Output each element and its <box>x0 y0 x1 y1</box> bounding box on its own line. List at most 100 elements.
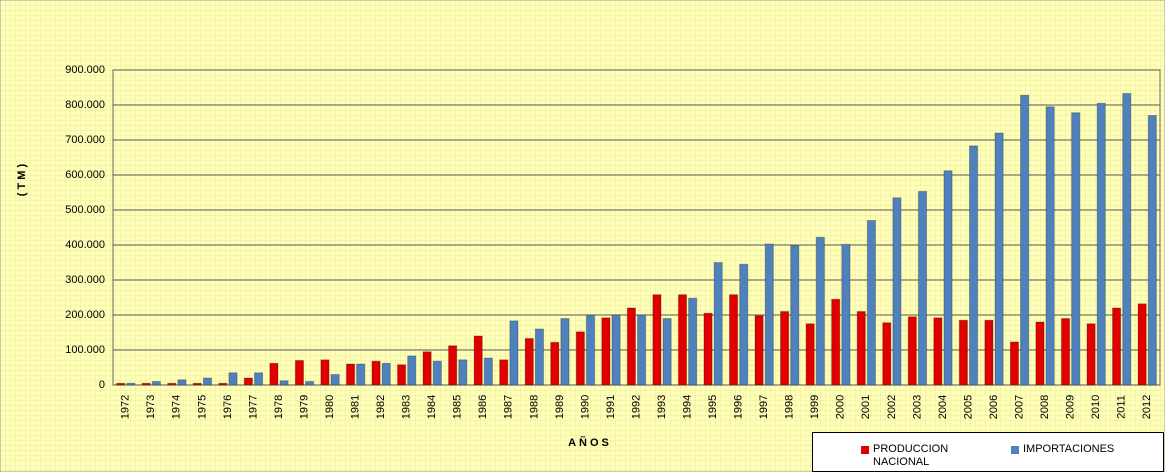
x-tick-label: 1997 <box>758 395 770 419</box>
x-tick-label: 1991 <box>605 395 617 419</box>
x-tick-label: 2001 <box>860 395 872 419</box>
bar <box>968 145 979 386</box>
x-tick-label: 1976 <box>222 395 234 419</box>
bar <box>1096 102 1106 386</box>
bar <box>371 360 381 386</box>
x-tick-label: 2000 <box>835 395 847 419</box>
x-tick-label: 1989 <box>554 395 566 419</box>
bar <box>585 314 596 386</box>
x-tick-label: 1973 <box>145 395 157 419</box>
x-tick-label: 1972 <box>120 395 132 419</box>
x-tick-label: 1982 <box>375 395 387 419</box>
bar <box>396 364 407 386</box>
legend-swatch <box>861 446 869 454</box>
x-tick-label: 2005 <box>962 395 974 419</box>
x-tick-label: 1987 <box>503 395 515 419</box>
x-tick-label: 1993 <box>656 395 668 419</box>
bar <box>943 170 953 386</box>
x-tick-label: 1992 <box>630 395 642 419</box>
bar <box>1045 106 1055 386</box>
bar <box>448 345 458 386</box>
x-tick-label: 1995 <box>707 395 719 419</box>
bar <box>167 382 177 386</box>
bar <box>279 380 289 386</box>
x-tick-label: 1986 <box>477 395 489 419</box>
bar <box>764 243 774 386</box>
y-axis-title: ( T M ) <box>16 163 28 196</box>
bar <box>126 382 136 386</box>
bar <box>330 374 340 386</box>
bar <box>1071 112 1081 386</box>
bar <box>933 317 943 386</box>
x-tick-label: 2006 <box>988 395 1000 419</box>
x-tick-label: 1999 <box>809 395 821 419</box>
bar <box>892 197 902 386</box>
y-tick-label: 300.000 <box>65 274 105 286</box>
bar <box>218 382 228 386</box>
bar <box>703 312 713 386</box>
bar <box>1122 92 1132 386</box>
y-tick-label: 100.000 <box>65 344 105 356</box>
bar <box>177 379 187 386</box>
legend-label: IMPORTACIONES <box>1023 443 1115 455</box>
x-tick-label: 2004 <box>937 395 949 419</box>
bar <box>601 317 611 386</box>
x-tick-label: 1977 <box>247 395 259 419</box>
x-tick-label: 1975 <box>196 395 208 419</box>
legend-item: PRODUCCION NACIONAL <box>861 443 993 469</box>
x-tick-label: 2012 <box>1141 395 1153 419</box>
bar <box>790 245 800 386</box>
y-tick-label: 500.000 <box>65 204 105 216</box>
bar <box>958 319 968 386</box>
x-tick-label: 1978 <box>273 395 285 419</box>
bar <box>805 323 815 386</box>
x-tick-label: 1990 <box>579 395 591 419</box>
bar <box>994 132 1004 386</box>
y-tick-label: 200.000 <box>65 309 105 321</box>
bar <box>141 382 151 386</box>
legend-label: PRODUCCION NACIONAL <box>873 443 949 468</box>
bar <box>151 381 161 386</box>
bar <box>637 314 647 386</box>
bar <box>320 359 330 386</box>
x-tick-label: 1980 <box>324 395 336 419</box>
bar <box>269 362 279 386</box>
bar <box>754 315 764 386</box>
y-tick-label: 400.000 <box>65 239 105 251</box>
x-tick-label: 2008 <box>1039 395 1051 419</box>
bar <box>1009 341 1020 386</box>
bar <box>1137 303 1147 386</box>
bar <box>422 351 432 386</box>
bar <box>473 335 483 386</box>
bar <box>1035 321 1045 386</box>
bar <box>611 314 621 386</box>
bar <box>381 362 391 386</box>
bar <box>550 341 560 386</box>
bar <box>407 355 417 386</box>
bar <box>856 311 866 386</box>
bar <box>432 360 442 386</box>
bar <box>524 337 534 386</box>
bar <box>780 311 790 386</box>
bar <box>116 382 126 386</box>
bar <box>739 263 749 386</box>
x-tick-label: 1983 <box>401 395 413 419</box>
bar <box>228 372 238 386</box>
bar <box>626 307 637 386</box>
bar <box>253 372 264 386</box>
bar <box>499 359 509 386</box>
bar <box>483 357 493 386</box>
y-tick-label: 600.000 <box>65 169 105 181</box>
bar <box>1020 94 1030 386</box>
bar <box>192 382 202 386</box>
x-tick-label: 1985 <box>452 395 464 419</box>
bar <box>688 297 698 386</box>
x-tick-label: 1998 <box>784 395 796 419</box>
legend: PRODUCCION NACIONAL IMPORTACIONES <box>812 432 1164 472</box>
bar <box>815 236 825 386</box>
x-tick-label: 2009 <box>1065 395 1077 419</box>
bar <box>1060 318 1071 386</box>
bar <box>662 318 672 386</box>
